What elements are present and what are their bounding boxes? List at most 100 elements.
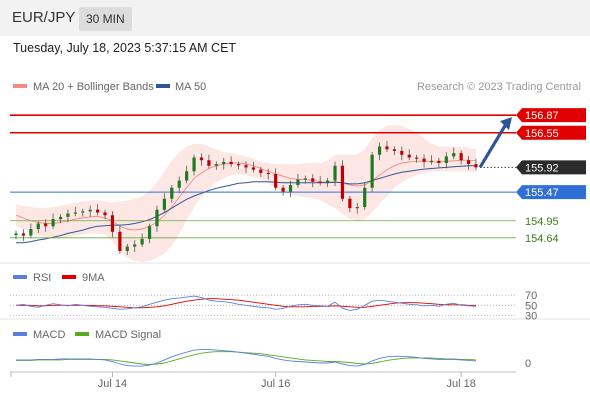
candle-body bbox=[274, 174, 278, 188]
candle-body bbox=[288, 185, 293, 192]
candle-body bbox=[340, 165, 345, 199]
header-bar: EUR/JPY 30 MIN bbox=[0, 0, 590, 36]
candle-body bbox=[66, 213, 70, 217]
legend-label-9ma: 9MA bbox=[82, 272, 105, 284]
candle-body bbox=[96, 209, 100, 213]
candle-body bbox=[229, 161, 233, 165]
legend-swatch-9ma bbox=[62, 275, 76, 279]
candle-body bbox=[207, 160, 211, 166]
candle-body bbox=[452, 153, 456, 157]
candle-body bbox=[236, 164, 241, 166]
macd-line bbox=[16, 349, 477, 367]
candle-body bbox=[192, 157, 196, 172]
timeframe-badge[interactable]: 30 MIN bbox=[79, 7, 132, 31]
rsi-tick-30: 30 bbox=[525, 310, 537, 322]
candle-body bbox=[44, 223, 48, 227]
x-tick-label: Jul 14 bbox=[98, 378, 127, 390]
macd-tick-0: 0 bbox=[525, 358, 531, 370]
candle-body bbox=[407, 154, 411, 158]
legend-swatch-macd bbox=[13, 332, 27, 336]
candle-body bbox=[177, 180, 181, 188]
candle-body bbox=[88, 209, 92, 212]
legend-swatch-macd-signal bbox=[75, 332, 89, 336]
x-tick-label: Jul 18 bbox=[446, 378, 475, 390]
candle-body bbox=[110, 215, 115, 232]
candle-body bbox=[147, 226, 152, 239]
candle-body bbox=[296, 179, 300, 185]
candle-body bbox=[466, 160, 471, 165]
candle-body bbox=[444, 156, 448, 163]
legend-label-rsi: RSI bbox=[33, 272, 51, 284]
candle-body bbox=[162, 198, 166, 210]
ma50-line bbox=[16, 165, 476, 244]
level-label-155.47: 155.47 bbox=[525, 187, 559, 199]
candle-body bbox=[214, 164, 218, 166]
credit-label: Research © 2023 Trading Central bbox=[417, 81, 581, 93]
candle-body bbox=[474, 164, 478, 168]
candle-body bbox=[392, 149, 396, 151]
candle-body bbox=[51, 219, 55, 227]
bollinger-band-area bbox=[16, 124, 476, 262]
candle-body bbox=[251, 167, 256, 170]
candle-body bbox=[437, 160, 441, 163]
forecast-arrow-head bbox=[500, 117, 512, 131]
level-tag-156.55 bbox=[516, 125, 586, 140]
level-label-156.55: 156.55 bbox=[525, 128, 559, 140]
candle-body bbox=[422, 158, 426, 162]
candle-body bbox=[318, 181, 322, 183]
level-tag-155.92 bbox=[516, 160, 586, 175]
candle-body bbox=[370, 154, 374, 188]
candle-body bbox=[459, 153, 463, 161]
candle-body bbox=[244, 165, 248, 168]
level-label-154.95: 154.95 bbox=[525, 216, 559, 228]
candle-body bbox=[81, 211, 85, 213]
candle-body bbox=[385, 146, 389, 150]
level-label-154.64: 154.64 bbox=[525, 233, 559, 245]
candle-body bbox=[415, 157, 419, 159]
candle-body bbox=[199, 157, 204, 161]
candle-body bbox=[73, 212, 77, 214]
candle-body bbox=[333, 165, 337, 181]
candle-body bbox=[429, 160, 434, 162]
candle-body bbox=[36, 223, 40, 229]
level-tag-156.87 bbox=[516, 108, 586, 123]
level-tag-155.47 bbox=[516, 185, 586, 200]
candle-body bbox=[281, 187, 285, 192]
candle-body bbox=[185, 171, 189, 181]
legend-label-ma50: MA 50 bbox=[175, 81, 206, 93]
candle-body bbox=[58, 216, 63, 220]
symbol-title: EUR/JPY bbox=[12, 9, 76, 26]
candle-body bbox=[155, 209, 159, 227]
candle-body bbox=[355, 207, 359, 209]
candle-body bbox=[311, 178, 315, 182]
rsi-tick-70: 70 bbox=[525, 290, 537, 302]
candle-body bbox=[118, 231, 122, 251]
legend-label-bb: MA 20 + Bollinger Bands bbox=[33, 81, 154, 93]
x-tick-label: Jul 16 bbox=[261, 378, 290, 390]
candle-body bbox=[363, 187, 367, 207]
level-label-156.87: 156.87 bbox=[525, 110, 559, 122]
candle-body bbox=[125, 246, 129, 251]
legend-label-macd: MACD bbox=[33, 329, 65, 341]
datetime-label: Tuesday, July 18, 2023 5:37:15 AM CET bbox=[13, 41, 237, 55]
candle-body bbox=[400, 150, 404, 155]
legend-label-macd-signal: MACD Signal bbox=[95, 329, 161, 341]
candle-body bbox=[326, 180, 330, 183]
candle-body bbox=[103, 212, 107, 216]
candle-body bbox=[348, 198, 352, 209]
candle-body bbox=[170, 187, 174, 199]
candle-body bbox=[222, 161, 226, 165]
rsi-line bbox=[15, 295, 477, 311]
candle-body bbox=[377, 146, 382, 155]
candle-body bbox=[21, 233, 26, 236]
candle-body bbox=[266, 172, 270, 175]
forecast-arrow-shaft bbox=[478, 123, 508, 169]
legend-swatch-ma50 bbox=[156, 84, 170, 88]
candle-body bbox=[259, 169, 263, 173]
candle-body bbox=[140, 238, 144, 245]
candle-body bbox=[29, 229, 33, 236]
candle-body bbox=[303, 178, 307, 180]
legend-swatch-bb bbox=[13, 84, 27, 88]
